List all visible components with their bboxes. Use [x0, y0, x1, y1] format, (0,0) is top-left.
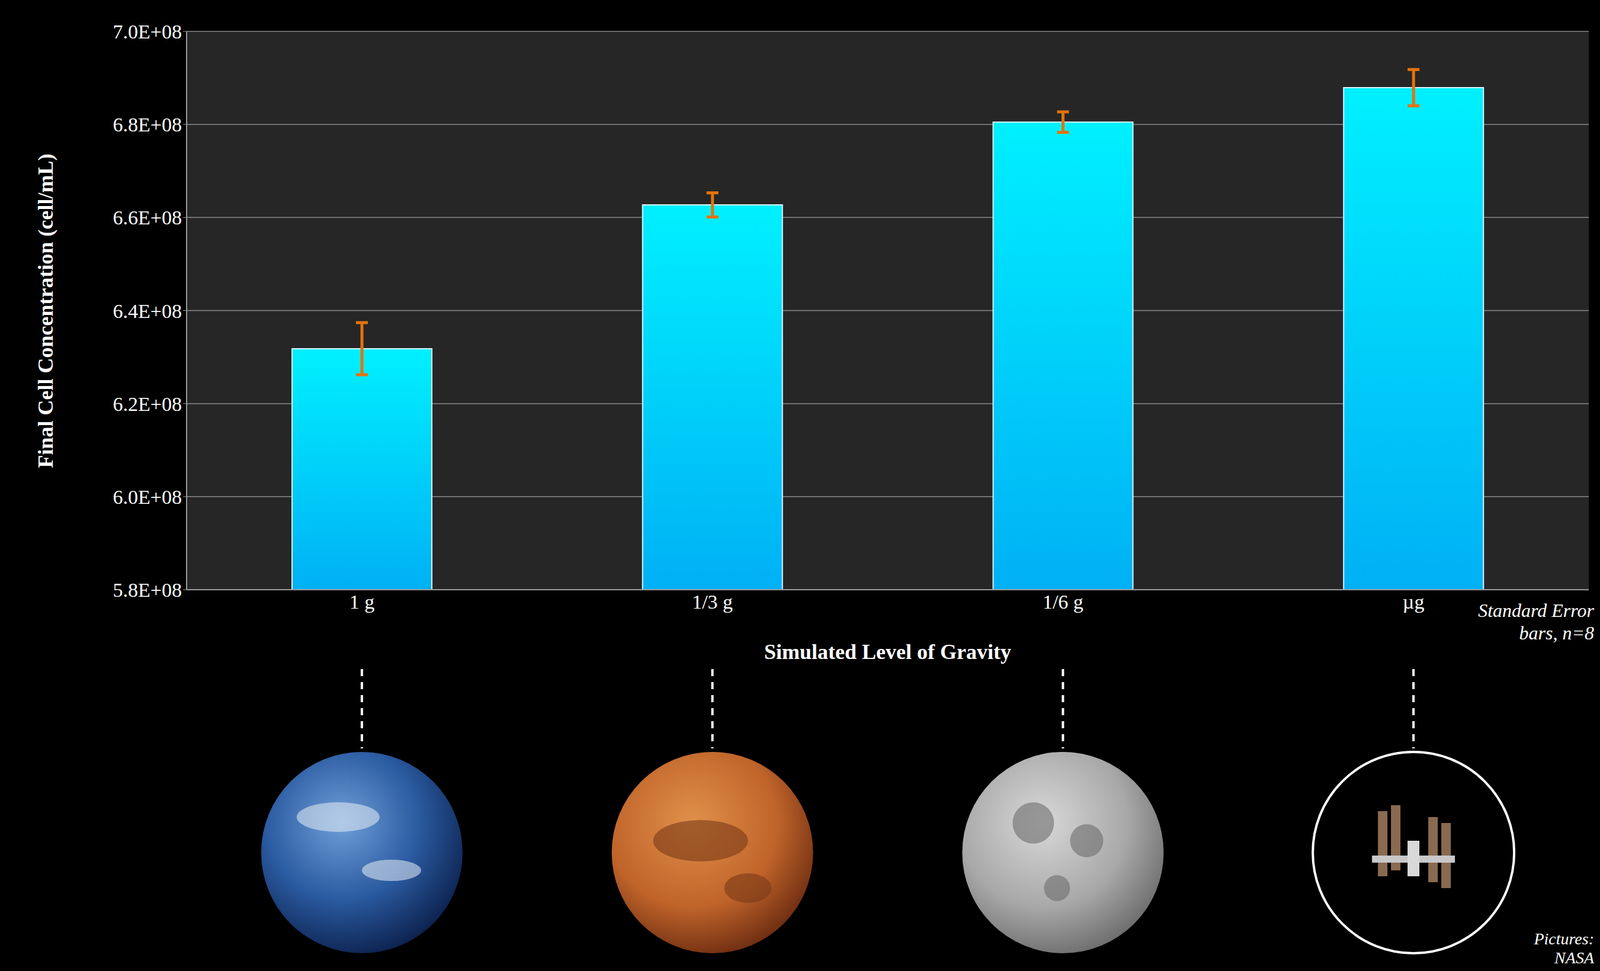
html-text:Simulated Level of Gravity: Simulated Level of Gravity [764, 640, 1012, 665]
html-text:bars, n=8: bars, n=8 [1519, 622, 1595, 644]
html-text:Final Cell Concentration (cell: Final Cell Concentration (cell/mL) [33, 153, 58, 468]
html-text:Standard Error: Standard Error [1478, 600, 1595, 622]
html-text:NASA: NASA [1554, 948, 1595, 968]
svg-text:6.0E+08: 6.0E+08 [113, 486, 182, 509]
html-text:Pictures:: Pictures: [1533, 930, 1595, 949]
svg-text:6.8E+08: 6.8E+08 [113, 113, 182, 136]
svg-text:µg: µg [1402, 591, 1425, 614]
svg-text:1 g: 1 g [349, 591, 375, 614]
svg-text:7.0E+08: 7.0E+08 [113, 20, 182, 43]
svg-text:6.4E+08: 6.4E+08 [113, 300, 182, 323]
svg-text:1/3 g: 1/3 g [691, 591, 733, 614]
svg-text:5.8E+08: 5.8E+08 [113, 579, 182, 602]
svg-text:1/6 g: 1/6 g [1042, 591, 1084, 614]
svg-text:6.6E+08: 6.6E+08 [113, 206, 182, 229]
svg-text:6.2E+08: 6.2E+08 [113, 393, 182, 416]
